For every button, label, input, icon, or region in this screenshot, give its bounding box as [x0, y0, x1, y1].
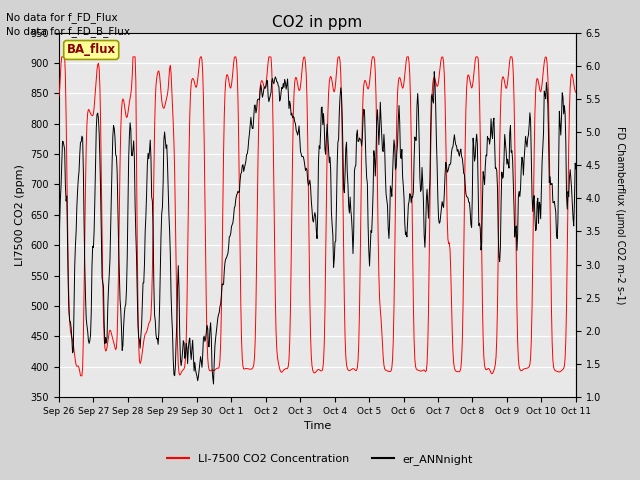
Text: BA_flux: BA_flux	[67, 44, 116, 57]
Y-axis label: FD Chamberflux (μmol CO2 m-2 s-1): FD Chamberflux (μmol CO2 m-2 s-1)	[615, 126, 625, 304]
Title: CO2 in ppm: CO2 in ppm	[272, 15, 362, 30]
Text: No data for f_FD_Flux: No data for f_FD_Flux	[6, 12, 118, 23]
Y-axis label: LI7500 CO2 (ppm): LI7500 CO2 (ppm)	[15, 164, 25, 266]
Legend: LI-7500 CO2 Concentration, er_ANNnight: LI-7500 CO2 Concentration, er_ANNnight	[163, 450, 477, 469]
Text: No data for f_FD_B_Flux: No data for f_FD_B_Flux	[6, 26, 131, 37]
X-axis label: Time: Time	[304, 421, 331, 432]
